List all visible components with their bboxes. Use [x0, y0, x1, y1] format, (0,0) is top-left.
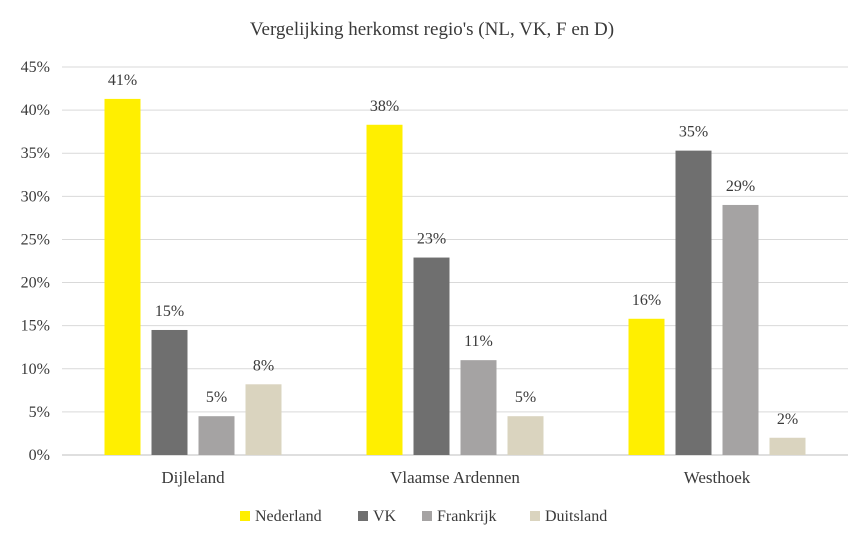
legend-label: Nederland	[255, 508, 322, 525]
legend-swatch	[422, 511, 432, 521]
legend-label: Duitsland	[545, 508, 607, 525]
data-label: 41%	[108, 72, 137, 89]
bars	[104, 98, 806, 455]
data-label: 2%	[777, 411, 798, 428]
bar	[366, 124, 403, 455]
data-label: 23%	[417, 231, 446, 248]
legend-swatch	[240, 511, 250, 521]
legend-label: VK	[373, 508, 397, 525]
y-tick-label: 20%	[21, 275, 50, 292]
data-label: 16%	[632, 292, 661, 309]
gridlines	[62, 66, 848, 456]
data-label: 29%	[726, 178, 755, 195]
y-tick-label: 30%	[21, 188, 50, 205]
x-axis-categories: Dijleland Vlaamse Ardennen Westhoek	[161, 468, 750, 487]
bar	[104, 98, 141, 455]
y-tick-label: 5%	[29, 404, 50, 421]
y-axis-ticks: 0% 5% 10% 15% 20% 25% 30% 35% 40% 45%	[21, 59, 50, 464]
bar	[722, 204, 759, 455]
legend: Nederland VK Frankrijk Duitsland	[240, 508, 607, 525]
data-label: 15%	[155, 303, 184, 320]
data-labels: 41% 15% 5% 8% 38% 23% 11% 5% 16% 35% 29% 2%	[108, 72, 798, 428]
bar	[245, 384, 282, 455]
y-tick-label: 10%	[21, 361, 50, 378]
legend-swatch	[358, 511, 368, 521]
bar	[198, 416, 235, 455]
data-label: 5%	[515, 389, 536, 406]
category-label: Westhoek	[684, 468, 751, 487]
legend-swatch	[530, 511, 540, 521]
bar	[413, 257, 450, 455]
data-label: 8%	[253, 357, 274, 374]
category-label: Vlaamse Ardennen	[390, 468, 520, 487]
category-label: Dijleland	[161, 468, 225, 487]
bar	[151, 329, 188, 455]
y-tick-label: 25%	[21, 231, 50, 248]
legend-label: Frankrijk	[437, 508, 497, 525]
bar	[507, 416, 544, 455]
bar	[460, 360, 497, 455]
bar	[769, 437, 806, 455]
data-label: 11%	[464, 333, 493, 350]
y-tick-label: 45%	[21, 59, 50, 76]
data-label: 35%	[679, 124, 708, 141]
y-tick-label: 40%	[21, 102, 50, 119]
y-tick-label: 35%	[21, 145, 50, 162]
bar	[628, 318, 665, 455]
y-tick-label: 15%	[21, 318, 50, 335]
data-label: 5%	[206, 389, 227, 406]
chart-title: Vergelijking herkomst regio's (NL, VK, F…	[250, 19, 614, 40]
y-tick-label: 0%	[29, 447, 50, 464]
data-label: 38%	[370, 98, 399, 115]
bar	[675, 150, 712, 455]
